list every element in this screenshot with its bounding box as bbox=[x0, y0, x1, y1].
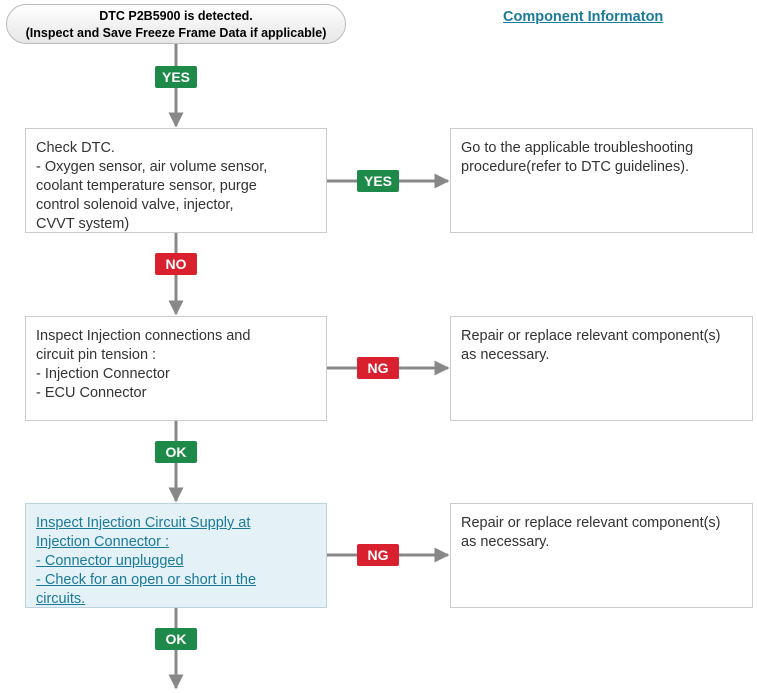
step-line[interactable]: - Check for an open or short in the bbox=[36, 572, 257, 588]
branch-label: NG bbox=[357, 357, 399, 379]
step-line: control solenoid valve, injector, bbox=[36, 197, 234, 213]
step-line: - ECU Connector bbox=[36, 385, 147, 401]
action-box: Repair or replace relevant component(s) a… bbox=[450, 316, 753, 421]
step-line: - Injection Connector bbox=[36, 366, 170, 382]
action-line: as necessary. bbox=[461, 347, 550, 363]
step-box[interactable]: Inspect Injection Circuit Supply at Injec… bbox=[25, 503, 327, 608]
start-line: (Inspect and Save Freeze Frame Data if a… bbox=[25, 26, 327, 40]
action-line: Go to the applicable troubleshooting bbox=[461, 140, 694, 156]
step-line: Inspect Injection connections and bbox=[36, 328, 251, 344]
flow-label: OK bbox=[155, 441, 197, 463]
flow-label: OK bbox=[155, 628, 197, 650]
start-line: DTC P2B5900 is detected. bbox=[99, 9, 253, 23]
step-line: circuit pin tension : bbox=[36, 347, 157, 363]
step-line[interactable]: Inspect Injection Circuit Supply at bbox=[36, 515, 251, 531]
flow-label: NO bbox=[155, 253, 197, 275]
step-line[interactable]: Injection Connector : bbox=[36, 534, 169, 550]
step-line[interactable]: - Connector unplugged bbox=[36, 553, 184, 569]
start-node: DTC P2B5900 is detected. (Inspect and Sa… bbox=[6, 4, 346, 44]
flow-label: YES bbox=[155, 66, 197, 88]
step-box: Inspect Injection connections and circuit… bbox=[25, 316, 327, 421]
action-box: Go to the applicable troubleshooting proc… bbox=[450, 128, 753, 233]
branch-label: YES bbox=[357, 170, 399, 192]
action-line: procedure(refer to DTC guidelines). bbox=[461, 159, 690, 175]
step-line: CVVT system) bbox=[36, 216, 130, 232]
step-line: - Oxygen sensor, air volume sensor, bbox=[36, 159, 268, 175]
step-line[interactable]: circuits. bbox=[36, 591, 86, 607]
action-line: Repair or replace relevant component(s) bbox=[461, 515, 721, 531]
branch-label: NG bbox=[357, 544, 399, 566]
action-box: Repair or replace relevant component(s) a… bbox=[450, 503, 753, 608]
component-link[interactable]: Component Informaton bbox=[503, 9, 664, 25]
step-line: coolant temperature sensor, purge bbox=[36, 178, 257, 194]
action-line: Repair or replace relevant component(s) bbox=[461, 328, 721, 344]
action-line: as necessary. bbox=[461, 534, 550, 550]
step-line: Check DTC. bbox=[36, 140, 115, 156]
step-box: Check DTC. - Oxygen sensor, air volume se… bbox=[25, 128, 327, 233]
